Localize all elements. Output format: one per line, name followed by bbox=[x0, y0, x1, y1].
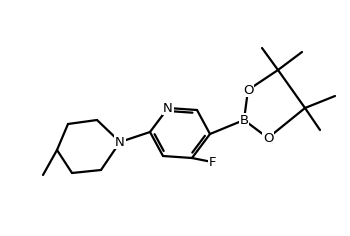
Text: N: N bbox=[115, 135, 125, 148]
Text: B: B bbox=[239, 114, 248, 126]
Text: F: F bbox=[208, 156, 216, 169]
Text: O: O bbox=[263, 131, 273, 144]
Text: N: N bbox=[163, 101, 173, 114]
Text: O: O bbox=[243, 84, 253, 97]
